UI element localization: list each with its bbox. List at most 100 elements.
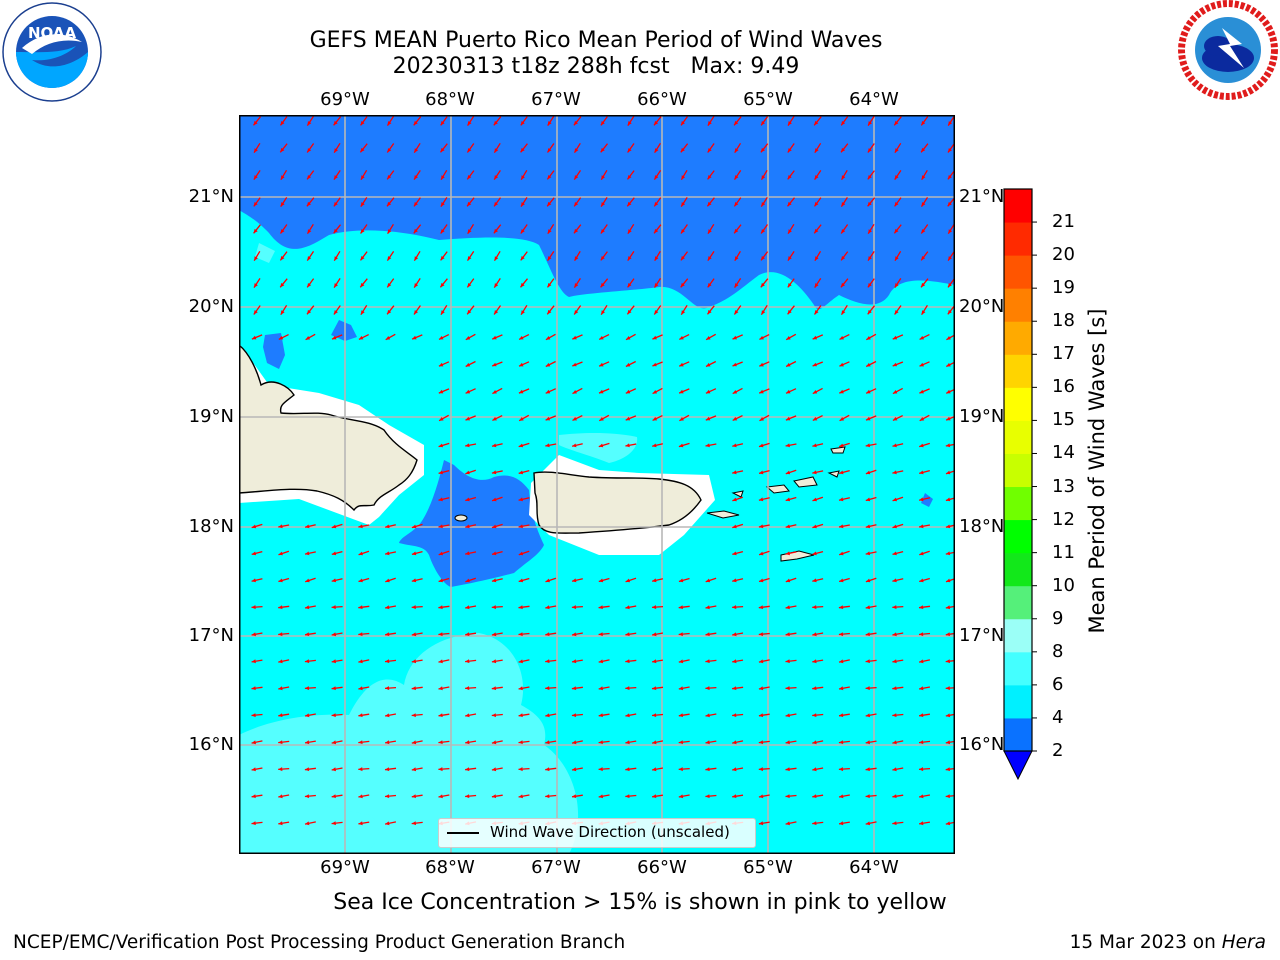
wind-arrow-head — [919, 740, 924, 745]
wind-arrow-head — [652, 605, 657, 610]
wind-arrow-head — [334, 148, 338, 153]
wind-arrow-head — [385, 578, 390, 583]
wind-arrow-head — [278, 524, 283, 529]
footer-date-text: 15 Mar 2023 on — [1069, 932, 1216, 953]
wind-arrow-head — [841, 256, 846, 261]
wind-arrow-head — [438, 443, 444, 448]
wind-arrow-head — [919, 632, 924, 637]
wind-arrow-head — [547, 201, 552, 207]
wind-arrow-head — [574, 148, 579, 153]
wind-arrow-head — [385, 713, 390, 718]
wind-arrow-head — [707, 148, 712, 153]
wind-arrow-head — [759, 443, 764, 448]
wind-arrow-head — [706, 362, 711, 367]
wind-arrow-head — [921, 147, 926, 153]
wind-arrow-head — [521, 175, 525, 180]
wind-arrow-head — [627, 175, 632, 180]
wind-arrow-head — [839, 713, 844, 718]
wind-arrow-head — [812, 416, 818, 421]
wind-arrow-head — [839, 524, 844, 529]
wind-arrow-head — [492, 443, 497, 448]
footer-branch: NCEP/EMC/Verification Post Processing Pr… — [13, 932, 626, 953]
wind-arrow-head — [305, 740, 310, 745]
wind-arrow-head — [894, 175, 899, 180]
wind-arrow-head — [732, 443, 737, 448]
wind-arrow-head — [758, 740, 764, 745]
wind-arrow-head — [520, 147, 525, 153]
land-anegada — [830, 446, 846, 454]
wind-arrow-head — [706, 336, 711, 340]
lon-label-bottom-65w: 65°W — [743, 857, 793, 878]
wind-arrow-head — [601, 175, 605, 180]
wind-arrow-head — [520, 256, 525, 261]
wind-arrow-head — [946, 470, 951, 475]
wind-arrow-head — [358, 686, 363, 691]
wind-arrow-head — [358, 821, 363, 826]
footer-date: 15 Mar 2023 on Hera — [1070, 932, 1266, 953]
wind-arrow-head — [251, 605, 256, 610]
wind-arrow-head — [680, 256, 685, 261]
wind-arrow-head — [839, 470, 844, 475]
nws-logo-icon — [1178, 0, 1278, 100]
wind-arrow-head — [786, 336, 791, 340]
wind-arrow-head — [411, 767, 417, 772]
wind-arrow-head — [787, 283, 792, 288]
wind-arrow-head — [599, 389, 604, 394]
wind-arrow-head — [812, 767, 817, 772]
wind-arrow-head — [518, 740, 523, 745]
wind-arrow-head — [307, 229, 312, 234]
wind-arrow-head — [734, 202, 739, 207]
wind-arrow-head — [652, 443, 657, 448]
wind-arrow-head — [278, 632, 283, 637]
wind-arrow-head — [654, 310, 659, 315]
wind-arrow-head — [865, 659, 870, 664]
wind-arrow-head — [945, 686, 950, 691]
wind-arrow-head — [732, 686, 737, 691]
wind-arrow-head — [758, 767, 763, 772]
wind-arrow-head — [759, 470, 764, 475]
wind-arrow-head — [839, 362, 844, 367]
wind-arrow-head — [518, 524, 523, 529]
wind-arrow-head — [251, 713, 256, 718]
wind-arrow-head — [305, 713, 310, 718]
wind-arrow-head — [758, 686, 764, 691]
wind-arrow-head — [251, 632, 256, 637]
wind-arrow-head — [387, 229, 392, 234]
wind-arrow-head — [251, 767, 256, 772]
colorbar-segment — [1004, 387, 1032, 421]
wind-arrow-head — [440, 256, 445, 261]
wind-arrow-head — [440, 147, 445, 153]
wind-arrow-head — [734, 120, 739, 126]
wind-arrow-head — [305, 551, 310, 556]
wind-arrow-head — [491, 713, 496, 718]
wind-arrow-head — [251, 578, 256, 583]
wind-arrow-head — [732, 416, 738, 421]
colorbar-tick-label: 14 — [1052, 442, 1075, 464]
wind-arrow-head — [599, 335, 604, 340]
wind-arrow-head — [946, 416, 951, 421]
wind-arrow-head — [680, 282, 685, 288]
wind-arrow-head — [868, 229, 872, 234]
wind-arrow-head — [652, 362, 657, 367]
wind-arrow-head — [438, 605, 443, 610]
wind-arrow-head — [678, 713, 683, 718]
wind-arrow-head — [652, 335, 657, 340]
noaa-logo: NOAA — [2, 2, 102, 102]
short-period-region-mona — [399, 460, 544, 587]
wind-arrow-head — [652, 416, 658, 421]
wind-arrow-head — [385, 632, 390, 637]
wind-arrow-head — [465, 416, 470, 421]
wind-arrow-head — [306, 201, 311, 207]
wind-arrow-head — [572, 416, 577, 421]
wind-arrow-head — [705, 767, 710, 772]
wind-arrow-head — [413, 228, 418, 234]
wind-arrow-head — [307, 283, 312, 288]
wind-arrow-head — [732, 524, 737, 529]
wind-arrow-head — [787, 201, 792, 207]
lon-label-bottom-68w: 68°W — [425, 857, 475, 878]
wind-arrow-head — [814, 148, 819, 153]
wind-arrow-head — [732, 470, 737, 475]
noaa-logo-icon: NOAA — [2, 2, 102, 102]
wind-arrow-head — [438, 659, 443, 664]
wind-arrow-head — [331, 632, 337, 637]
